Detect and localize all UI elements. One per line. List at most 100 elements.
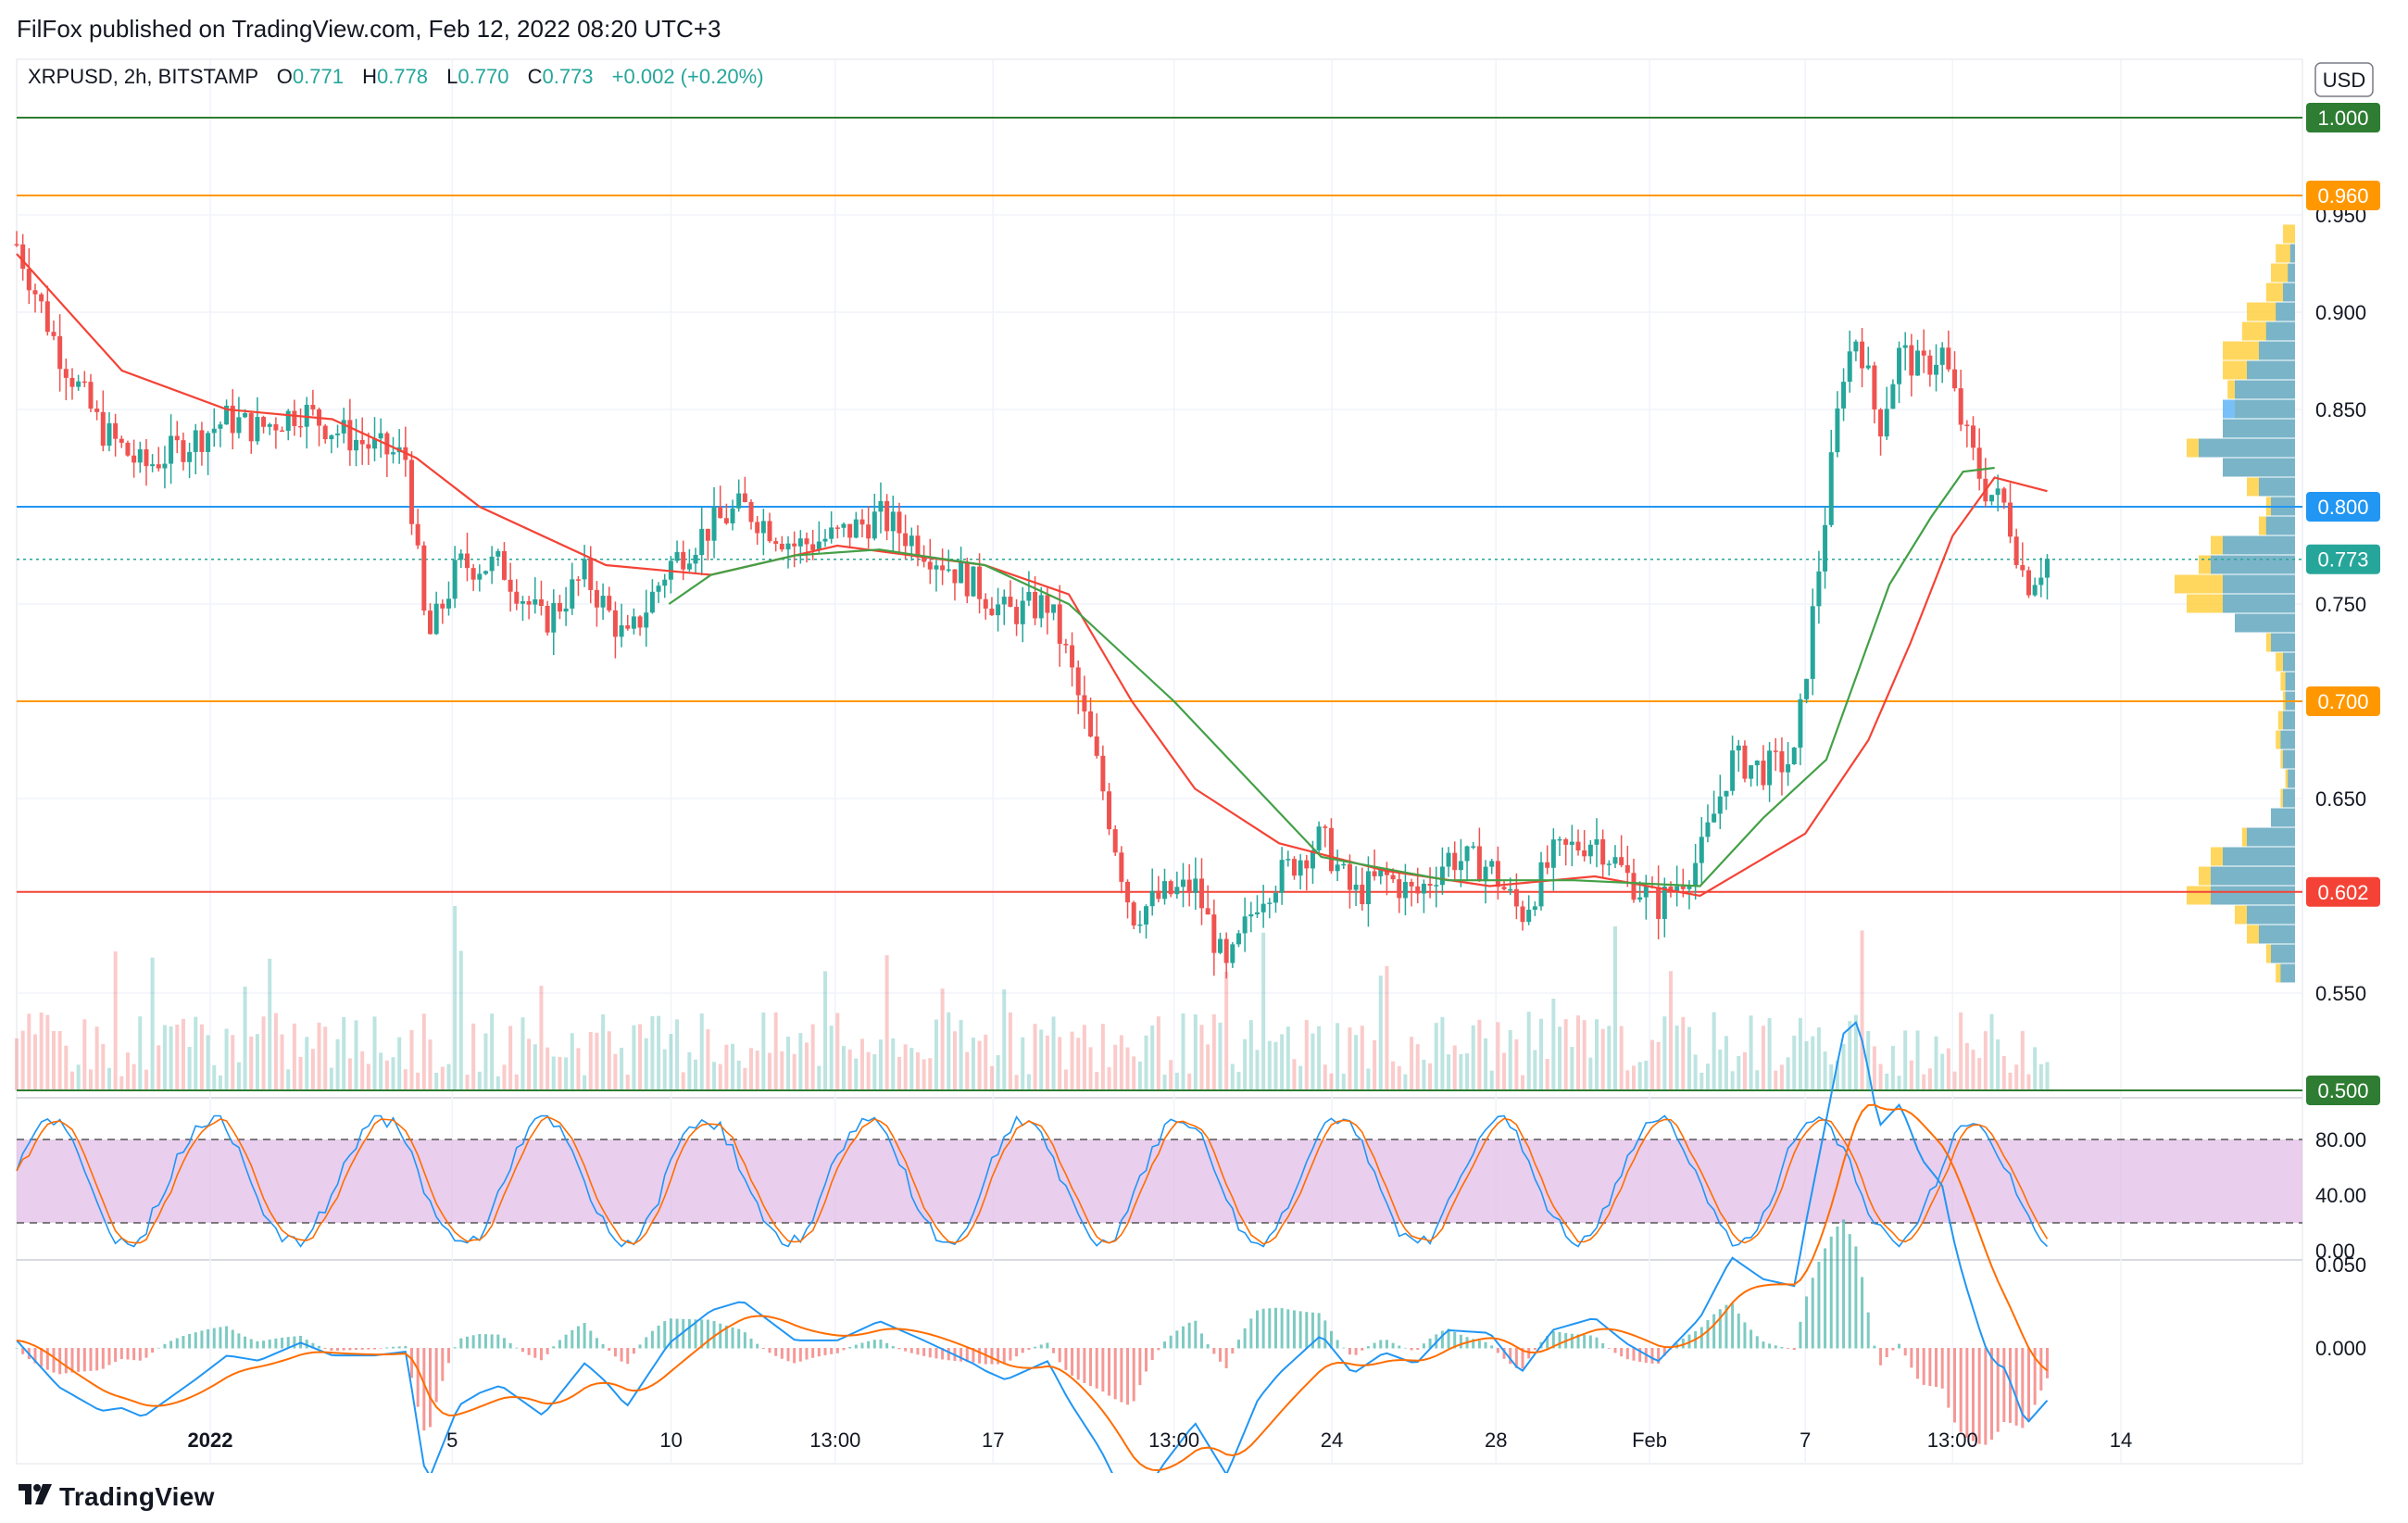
- volume-bar: [1026, 1074, 1031, 1090]
- pane-frames: [16, 58, 2303, 1465]
- macd-hist-bar: [2045, 1348, 2049, 1378]
- candle-body: [866, 524, 872, 539]
- macd-hist-bar: [379, 1348, 383, 1349]
- macd-hist-bar: [1021, 1348, 1024, 1353]
- volume-bar: [1600, 1028, 1605, 1090]
- candle-body: [1310, 850, 1315, 869]
- profile-bar-up: [2259, 341, 2295, 360]
- macd-hist-bar: [724, 1325, 728, 1349]
- volume-bar: [354, 1020, 358, 1090]
- volume-bar: [1631, 1065, 1636, 1090]
- candle-body: [464, 553, 470, 569]
- volume-bar: [1113, 1044, 1118, 1090]
- macd-hist-bar: [694, 1319, 697, 1349]
- candle-body: [1223, 938, 1229, 963]
- candle-body: [644, 612, 649, 628]
- macd-hist-bar: [1922, 1348, 1925, 1385]
- volume-bar: [1539, 1018, 1544, 1090]
- volume-bar: [1150, 1025, 1155, 1090]
- macd-hist-bar: [1175, 1330, 1179, 1349]
- macd-hist-bar: [997, 1348, 1000, 1365]
- macd-hist-bar: [1588, 1335, 1592, 1349]
- volume-bar: [1811, 1036, 1815, 1090]
- volume-bar: [45, 1014, 50, 1090]
- currency-badge[interactable]: USD: [2314, 62, 2374, 97]
- macd-hist-bar: [1428, 1338, 1432, 1349]
- volume-bar: [959, 1020, 963, 1090]
- volume-bar: [588, 1031, 593, 1090]
- volume-bar: [1718, 1050, 1723, 1090]
- volume-bar: [1119, 1035, 1123, 1090]
- candle-body: [206, 433, 211, 452]
- macd-hist-bar: [1120, 1348, 1123, 1403]
- macd-hist-bar: [1496, 1348, 1499, 1353]
- candle-body: [1119, 852, 1124, 882]
- macd-hist-bar: [1089, 1348, 1093, 1387]
- volume-bar: [681, 1072, 685, 1090]
- volume-bar: [1563, 1019, 1568, 1090]
- volume-bar: [1989, 1013, 1994, 1090]
- macd-hist-bar: [1083, 1348, 1086, 1383]
- macd-hist-bar: [360, 1348, 364, 1350]
- candle-body: [199, 430, 205, 452]
- volume-bar: [1286, 1026, 1290, 1090]
- macd-hist-bar: [1058, 1348, 1061, 1363]
- macd-hist-bar: [1194, 1320, 1198, 1349]
- candle-body: [927, 561, 933, 570]
- macd-hist-bar: [1015, 1348, 1019, 1357]
- volume-bar: [564, 1057, 569, 1090]
- candle-body: [470, 568, 476, 580]
- macd-hist-bar: [608, 1348, 611, 1351]
- candle-body: [940, 565, 946, 571]
- candle-body: [1353, 884, 1359, 890]
- volume-bar: [292, 1023, 296, 1090]
- profile-bar-up: [2283, 749, 2295, 769]
- volume-bar: [607, 1031, 611, 1090]
- volume-bar: [712, 1062, 717, 1090]
- candle-body: [822, 538, 828, 542]
- volume-bar: [1224, 971, 1229, 1090]
- macd-hist-bar: [1935, 1348, 1938, 1388]
- volume-bar: [1576, 1015, 1581, 1090]
- volume-bar: [755, 1051, 759, 1090]
- candle-body: [1248, 913, 1254, 917]
- candle-body: [2013, 536, 2019, 565]
- profile-bar-up: [2211, 886, 2295, 905]
- tradingview-logo-icon[interactable]: [17, 1480, 54, 1508]
- volume-bar: [1816, 1027, 1821, 1090]
- legend-low: 0.770: [458, 65, 508, 88]
- candle-body: [285, 410, 291, 432]
- volume-bar: [699, 1013, 704, 1090]
- chart-canvas[interactable]: XRPUSD, 2h, BITSTAMP O0.771 H0.778 L0.77…: [0, 56, 2408, 1473]
- volume-bar: [1434, 1023, 1438, 1090]
- moving-averages: [16, 253, 2048, 898]
- macd-hist-bar: [613, 1348, 617, 1357]
- candle-body: [964, 561, 970, 597]
- macd-hist-bar: [1805, 1296, 1809, 1349]
- profile-bar-up: [2211, 866, 2295, 886]
- candle-body: [88, 382, 94, 409]
- volume-bar: [773, 1012, 778, 1090]
- level-tag-label: 0.500: [2317, 1079, 2368, 1102]
- macd-hist-bar: [1484, 1341, 1487, 1349]
- macd-hist-bar: [1811, 1278, 1814, 1349]
- candle-body: [2044, 559, 2050, 578]
- volume-bar: [1076, 1038, 1081, 1090]
- volume-bar: [1668, 971, 1673, 1090]
- volume-bar: [88, 1069, 93, 1090]
- macd-hist-bar: [1898, 1343, 1901, 1349]
- candle-body: [354, 439, 359, 451]
- volume-bar: [181, 1018, 185, 1090]
- brand-name[interactable]: TradingView: [59, 1482, 215, 1511]
- candle-body: [440, 603, 445, 609]
- volume-bar: [1637, 1062, 1642, 1090]
- macd-hist-bar: [2026, 1348, 2030, 1422]
- profile-bar-up: [2283, 652, 2295, 672]
- candle-body: [1872, 365, 1877, 409]
- macd-hist-bar: [1996, 1348, 2000, 1432]
- candle-body: [1865, 365, 1871, 369]
- candle-body: [1446, 852, 1451, 867]
- level-tag-label: 0.800: [2317, 496, 2368, 519]
- time-axis[interactable]: 2022 5 10 13:00 17 13:00 24 28 Feb 7 13:00 14: [188, 1429, 2133, 1452]
